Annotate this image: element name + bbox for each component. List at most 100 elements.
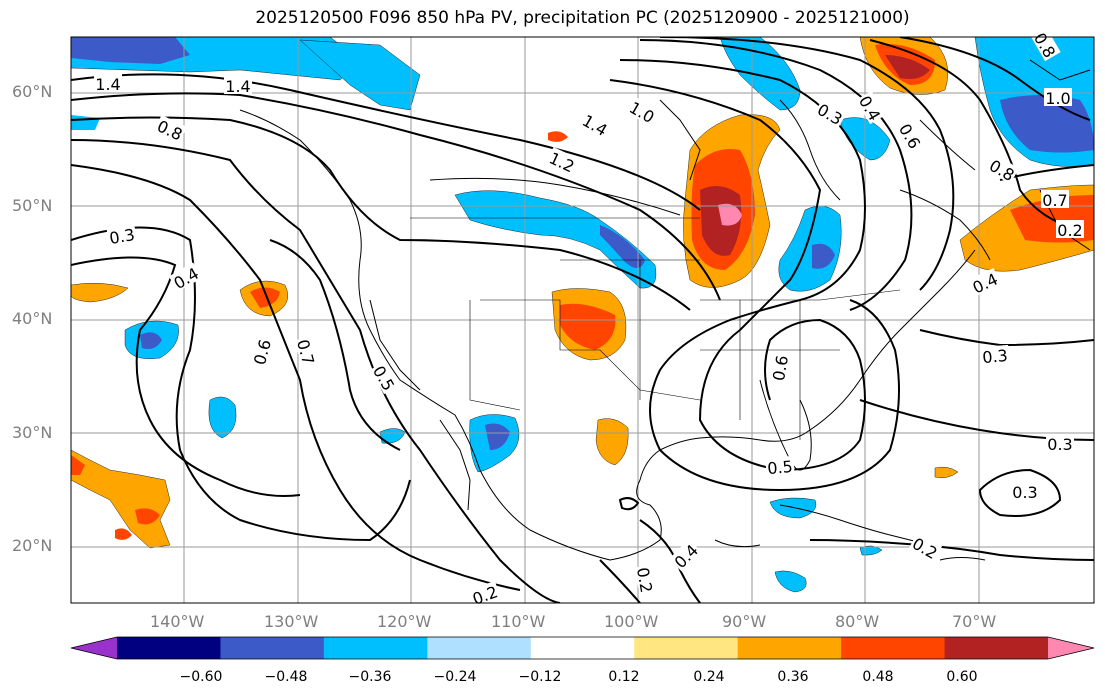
colorbar-segment	[634, 637, 739, 659]
contour-label-bg	[908, 532, 943, 562]
precip-shading	[71, 37, 1094, 593]
precip-negative-area	[140, 332, 162, 349]
contour-label: 0.6	[250, 337, 275, 367]
precip-positive-area	[718, 203, 742, 226]
contour-label: 0.5	[767, 457, 794, 478]
contour-label-bg	[370, 360, 400, 395]
lat-label: 30°N	[12, 423, 53, 442]
lon-label: 120°W	[377, 612, 432, 631]
lon-label: 100°W	[604, 612, 659, 631]
lon-label: 110°W	[491, 612, 546, 631]
precip-negative-area	[774, 570, 807, 593]
precip-negative-area	[71, 115, 100, 130]
precip-negative-area	[719, 37, 801, 111]
precip-negative-area	[208, 396, 237, 439]
lon-label: 80°W	[835, 612, 880, 631]
colorbar-outline	[70, 636, 1095, 660]
lat-label: 20°N	[12, 536, 53, 555]
contour-label-bg	[94, 74, 122, 92]
colorbar-segment	[737, 637, 842, 659]
contour-label: 0.2	[909, 534, 941, 563]
contour-label-bg	[1011, 482, 1039, 500]
precip-positive-area	[700, 186, 742, 256]
contour-label: 0.2	[1057, 221, 1082, 240]
contour-label-bg	[1041, 190, 1069, 208]
contour-label: 1.4	[95, 75, 120, 94]
precip-positive-area	[595, 418, 629, 466]
precip-positive-area	[934, 466, 959, 479]
precip-positive-area	[548, 131, 568, 142]
lat-label: 60°N	[12, 82, 53, 101]
colorbar-extend-low	[71, 637, 117, 659]
precip-negative-area	[600, 225, 645, 269]
contour-label-bg	[1056, 220, 1084, 238]
contour-label-bg	[985, 154, 1020, 184]
colorbar-segment	[220, 637, 325, 659]
contour-label-bg	[634, 564, 658, 596]
precip-positive-area	[560, 303, 616, 350]
contour-label-bg	[1046, 434, 1074, 452]
contour-label: 0.3	[982, 346, 1009, 367]
contour-label-bg	[468, 580, 501, 608]
contour-label-bg	[545, 147, 579, 176]
precip-positive-area	[115, 528, 132, 540]
contour-label: 0.6	[769, 354, 792, 382]
contour-label-bg	[980, 344, 1010, 366]
colorbar-segment	[427, 637, 532, 659]
contour-label-bg	[106, 223, 138, 247]
contour-label: 0.4	[170, 264, 202, 293]
precip-negative-area	[1000, 95, 1094, 153]
precip-negative-area	[454, 190, 657, 289]
contour-label: 0.4	[970, 269, 1001, 297]
contour-label-bg	[968, 268, 1002, 297]
precip-negative-area	[812, 243, 835, 269]
colorbar-tick-label: 0.12	[608, 669, 640, 685]
contour-label: 0.7	[1042, 191, 1067, 210]
precip-negative-area	[778, 205, 842, 292]
precip-positive-area	[71, 282, 129, 303]
contour-label-bg	[669, 539, 702, 572]
pv-contours	[71, 37, 1094, 603]
precip-negative-area	[71, 37, 190, 64]
colorbar	[70, 636, 1095, 660]
contour-label: 0.2	[633, 566, 656, 594]
contour-label: 0.3	[1047, 435, 1072, 454]
contour-label: 1.4	[225, 77, 250, 96]
map-title: 2025120500 F096 850 hPa PV, precipitatio…	[255, 8, 910, 28]
contour-label-bg	[896, 118, 926, 153]
colorbar-segment	[841, 637, 946, 659]
contour-label-bg	[294, 335, 320, 368]
contour-label: 0.8	[154, 116, 185, 144]
colorbar-segment	[323, 637, 428, 659]
contour-label: 1.0	[1045, 89, 1070, 108]
colorbar-segment	[944, 637, 1049, 659]
precip-positive-area	[885, 55, 930, 79]
colorbar-tick-label: −0.24	[433, 669, 477, 685]
lon-label: 130°W	[264, 612, 319, 631]
contour-label: 0.3	[108, 225, 136, 248]
contour-label-bg	[224, 76, 252, 94]
lon-label: 90°W	[722, 612, 767, 631]
colorbar-tick-label: −0.12	[518, 669, 562, 685]
map-frame	[70, 36, 1095, 604]
contour-label-bg	[248, 335, 274, 368]
colorbar-tick-label: 0.36	[777, 669, 809, 685]
lon-label: 70°W	[952, 612, 997, 631]
colorbar-tick-label: 0.24	[693, 669, 725, 685]
contour-label-bg	[767, 352, 791, 384]
contour-label-bg	[578, 109, 613, 139]
colorbar-tick-label: 0.48	[862, 669, 894, 685]
contour-label-bg	[1044, 88, 1072, 106]
contour-label: 0.4	[671, 541, 702, 572]
contour-label-bg	[625, 96, 660, 126]
colorbar-tick-label: 0.60	[946, 669, 978, 685]
lat-label: 50°N	[12, 196, 53, 215]
lat-label: 40°N	[12, 309, 53, 328]
contour-label-bg	[168, 262, 203, 292]
precip-positive-area	[135, 508, 160, 525]
contour-label: 0.3	[1012, 483, 1037, 502]
colorbar-tick-label: −0.48	[264, 669, 308, 685]
colorbar-tick-label: −0.36	[348, 669, 392, 685]
lon-label: 140°W	[150, 612, 205, 631]
